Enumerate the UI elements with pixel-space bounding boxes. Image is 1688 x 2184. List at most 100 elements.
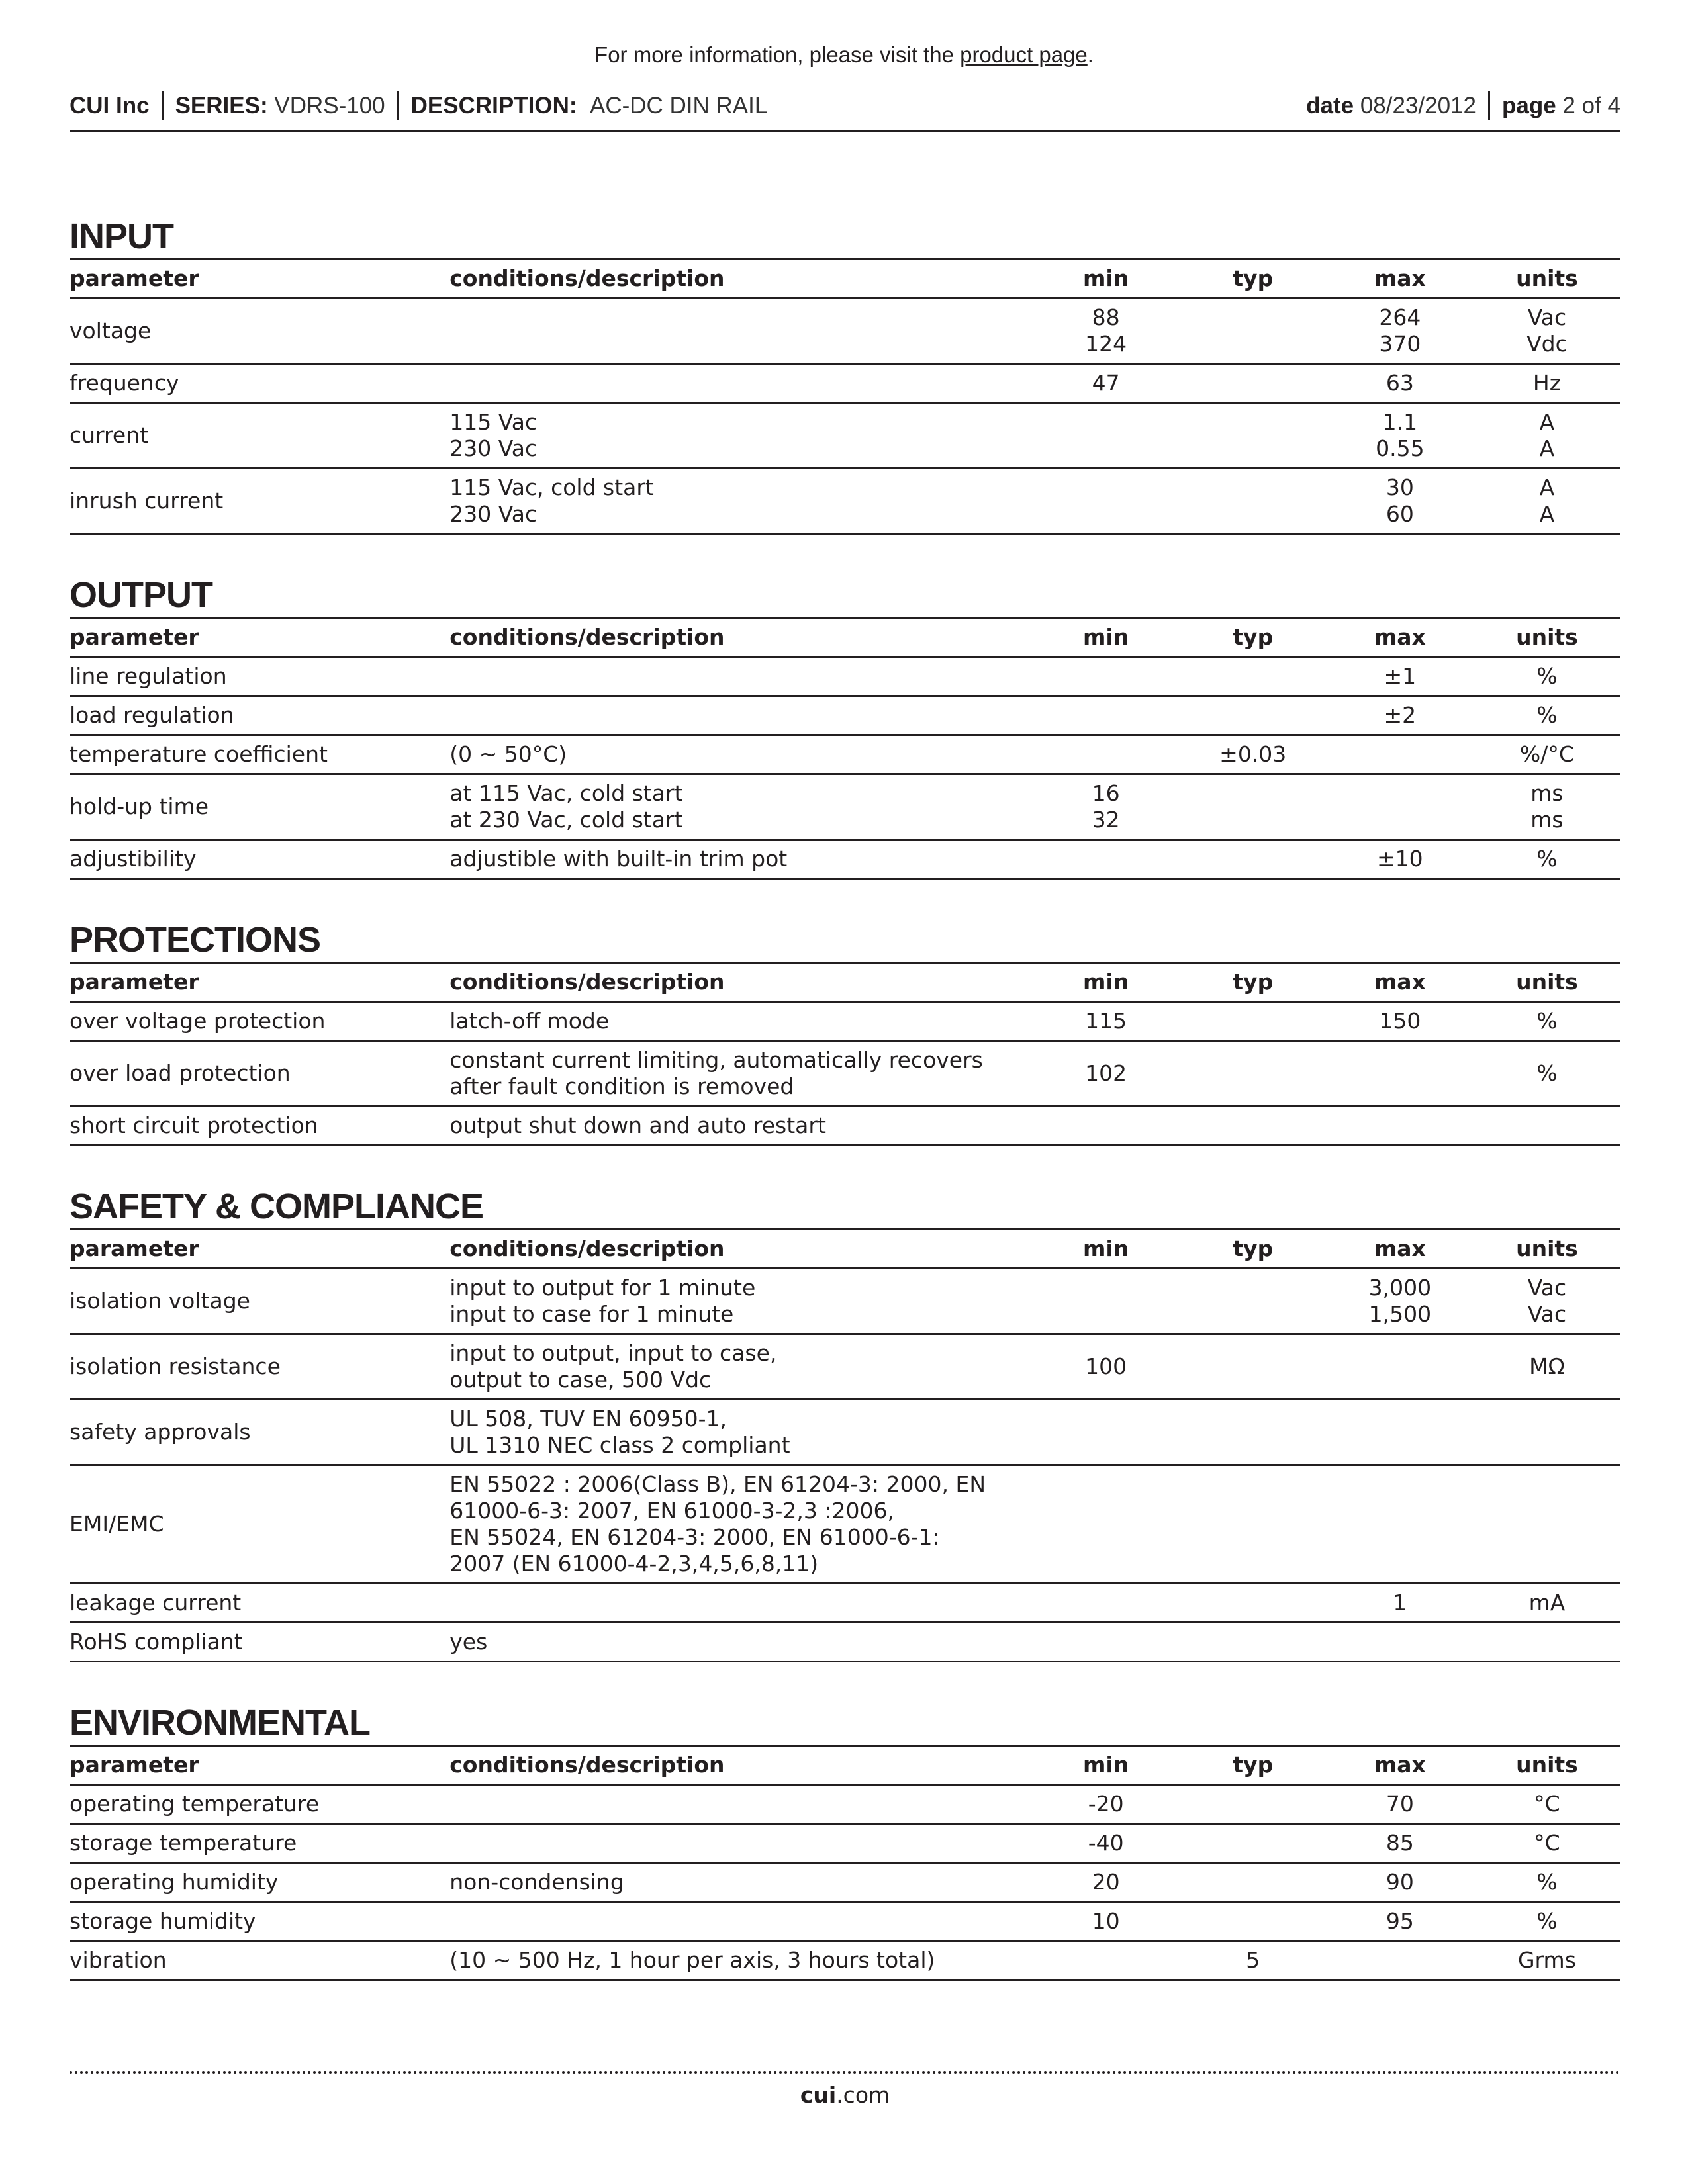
column-header-parameter: parameter xyxy=(70,617,450,658)
cell-parameter: line regulation xyxy=(70,657,450,697)
cell-max xyxy=(1326,1106,1474,1146)
table-row: leakage current 1 mA xyxy=(70,1583,1620,1623)
column-header-max: max xyxy=(1326,1745,1474,1786)
cell-conditions: 115 Vac 230 Vac xyxy=(449,402,1033,469)
cell-min: 102 xyxy=(1032,1040,1180,1107)
cell-conditions: constant current limiting, automatically… xyxy=(449,1040,1033,1107)
column-header-conditions: conditions/description xyxy=(449,1745,1033,1786)
cell-typ: ±0.03 xyxy=(1179,735,1327,775)
cell-typ xyxy=(1179,363,1327,404)
table-row: adjustibility adjustible with built-in tr… xyxy=(70,839,1620,880)
section-environmental: ENVIRONMENTAL parameter conditions/descrip… xyxy=(70,1697,1620,1981)
cell-units: % xyxy=(1473,1040,1620,1107)
cell-parameter: isolation resistance xyxy=(70,1334,450,1400)
page-value: 2 of 4 xyxy=(1562,93,1620,118)
column-header-conditions: conditions/description xyxy=(449,1229,1033,1269)
cell-max: ±1 xyxy=(1326,657,1474,697)
cell-min xyxy=(1032,1940,1180,1981)
cell-parameter: adjustibility xyxy=(70,839,450,880)
cell-typ xyxy=(1179,1399,1327,1466)
company-name: CUI Inc xyxy=(70,93,150,118)
table-row: hold-up time at 115 Vac, cold start at 23… xyxy=(70,774,1620,841)
cell-units: ms ms xyxy=(1473,774,1620,841)
table-row: frequency 47 63 Hz xyxy=(70,363,1620,404)
column-header-conditions: conditions/description xyxy=(449,259,1033,299)
cell-units: % xyxy=(1473,1862,1620,1903)
section-title: ENVIRONMENTAL xyxy=(70,1703,371,1743)
cell-units: A A xyxy=(1473,402,1620,469)
cell-conditions: input to output, input to case, output t… xyxy=(449,1334,1033,1400)
section-title: SAFETY & COMPLIANCE xyxy=(70,1187,484,1226)
cell-parameter: storage temperature xyxy=(70,1823,450,1864)
table-row: vibration (10 ~ 500 Hz, 1 hour per axis, … xyxy=(70,1940,1620,1981)
cell-min xyxy=(1032,468,1180,535)
table-row: RoHS compliant yes xyxy=(70,1622,1620,1662)
table-row: isolation resistance input to output, inp… xyxy=(70,1334,1620,1400)
cell-conditions: EN 55022 : 2006(Class B), EN 61204-3: 20… xyxy=(449,1465,1033,1584)
cell-typ xyxy=(1179,1901,1327,1942)
table-row: over load protection constant current lim… xyxy=(70,1040,1620,1107)
cell-parameter: EMI/EMC xyxy=(70,1465,450,1584)
cell-min xyxy=(1032,735,1180,775)
cell-min xyxy=(1032,839,1180,880)
cell-units xyxy=(1473,1465,1620,1584)
column-header-max: max xyxy=(1326,259,1474,299)
cell-conditions: yes xyxy=(449,1622,1033,1662)
cell-max xyxy=(1326,1399,1474,1466)
cell-conditions: output shut down and auto restart xyxy=(449,1106,1033,1146)
cell-conditions xyxy=(449,1784,1033,1825)
cell-max xyxy=(1326,1465,1474,1584)
product-page-notice: For more information, please visit the p… xyxy=(0,42,1688,68)
cell-typ xyxy=(1179,1465,1327,1584)
cell-conditions: latch-off mode xyxy=(449,1001,1033,1042)
product-page-link[interactable]: product page xyxy=(960,42,1088,67)
cell-min: 88 124 xyxy=(1032,298,1180,365)
cell-typ xyxy=(1179,657,1327,697)
column-header-parameter: parameter xyxy=(70,1229,450,1269)
cell-typ xyxy=(1179,1583,1327,1623)
cell-conditions xyxy=(449,363,1033,404)
cell-typ xyxy=(1179,1622,1327,1662)
cell-typ xyxy=(1179,1862,1327,1903)
section-title: OUTPUT xyxy=(70,575,213,615)
cell-min xyxy=(1032,657,1180,697)
cell-typ xyxy=(1179,1001,1327,1042)
cell-typ xyxy=(1179,468,1327,535)
cell-parameter: temperature coefficient xyxy=(70,735,450,775)
cell-parameter: over voltage protection xyxy=(70,1001,450,1042)
cell-conditions xyxy=(449,1583,1033,1623)
cell-conditions xyxy=(449,657,1033,697)
cell-typ xyxy=(1179,1334,1327,1400)
cell-units: Vac Vdc xyxy=(1473,298,1620,365)
table-header-row: parameter conditions/description min typ max… xyxy=(70,1229,1620,1269)
column-header-max: max xyxy=(1326,962,1474,1003)
cell-conditions: UL 508, TUV EN 60950-1, UL 1310 NEC clas… xyxy=(449,1399,1033,1466)
cell-parameter: storage humidity xyxy=(70,1901,450,1942)
column-header-typ: typ xyxy=(1179,259,1327,299)
table-row: inrush current 115 Vac, cold start 230 Va… xyxy=(70,468,1620,535)
cell-units xyxy=(1473,1106,1620,1146)
spec-table: parameter conditions/description min typ max… xyxy=(70,258,1620,535)
table-row: storage temperature -40 85 °C xyxy=(70,1823,1620,1864)
footer: cui.com xyxy=(70,2071,1620,2108)
column-header-units: units xyxy=(1473,1745,1620,1786)
cell-typ xyxy=(1179,839,1327,880)
cell-units xyxy=(1473,1399,1620,1466)
cell-typ: 5 xyxy=(1179,1940,1327,1981)
cell-min xyxy=(1032,1399,1180,1466)
cell-min: -20 xyxy=(1032,1784,1180,1825)
spec-table: parameter conditions/description min typ max… xyxy=(70,1745,1620,1981)
spec-table: parameter conditions/description min typ max… xyxy=(70,1228,1620,1662)
cell-conditions: (10 ~ 500 Hz, 1 hour per axis, 3 hours t… xyxy=(449,1940,1033,1981)
cell-units xyxy=(1473,1622,1620,1662)
column-header-min: min xyxy=(1032,259,1180,299)
cell-min: 16 32 xyxy=(1032,774,1180,841)
cell-units: °C xyxy=(1473,1823,1620,1864)
column-header-typ: typ xyxy=(1179,1745,1327,1786)
cell-parameter: safety approvals xyxy=(70,1399,450,1466)
cell-min xyxy=(1032,1622,1180,1662)
spec-table: parameter conditions/description min typ max… xyxy=(70,962,1620,1146)
table-row: operating temperature -20 70 °C xyxy=(70,1784,1620,1825)
cell-max xyxy=(1326,735,1474,775)
cell-min xyxy=(1032,402,1180,469)
